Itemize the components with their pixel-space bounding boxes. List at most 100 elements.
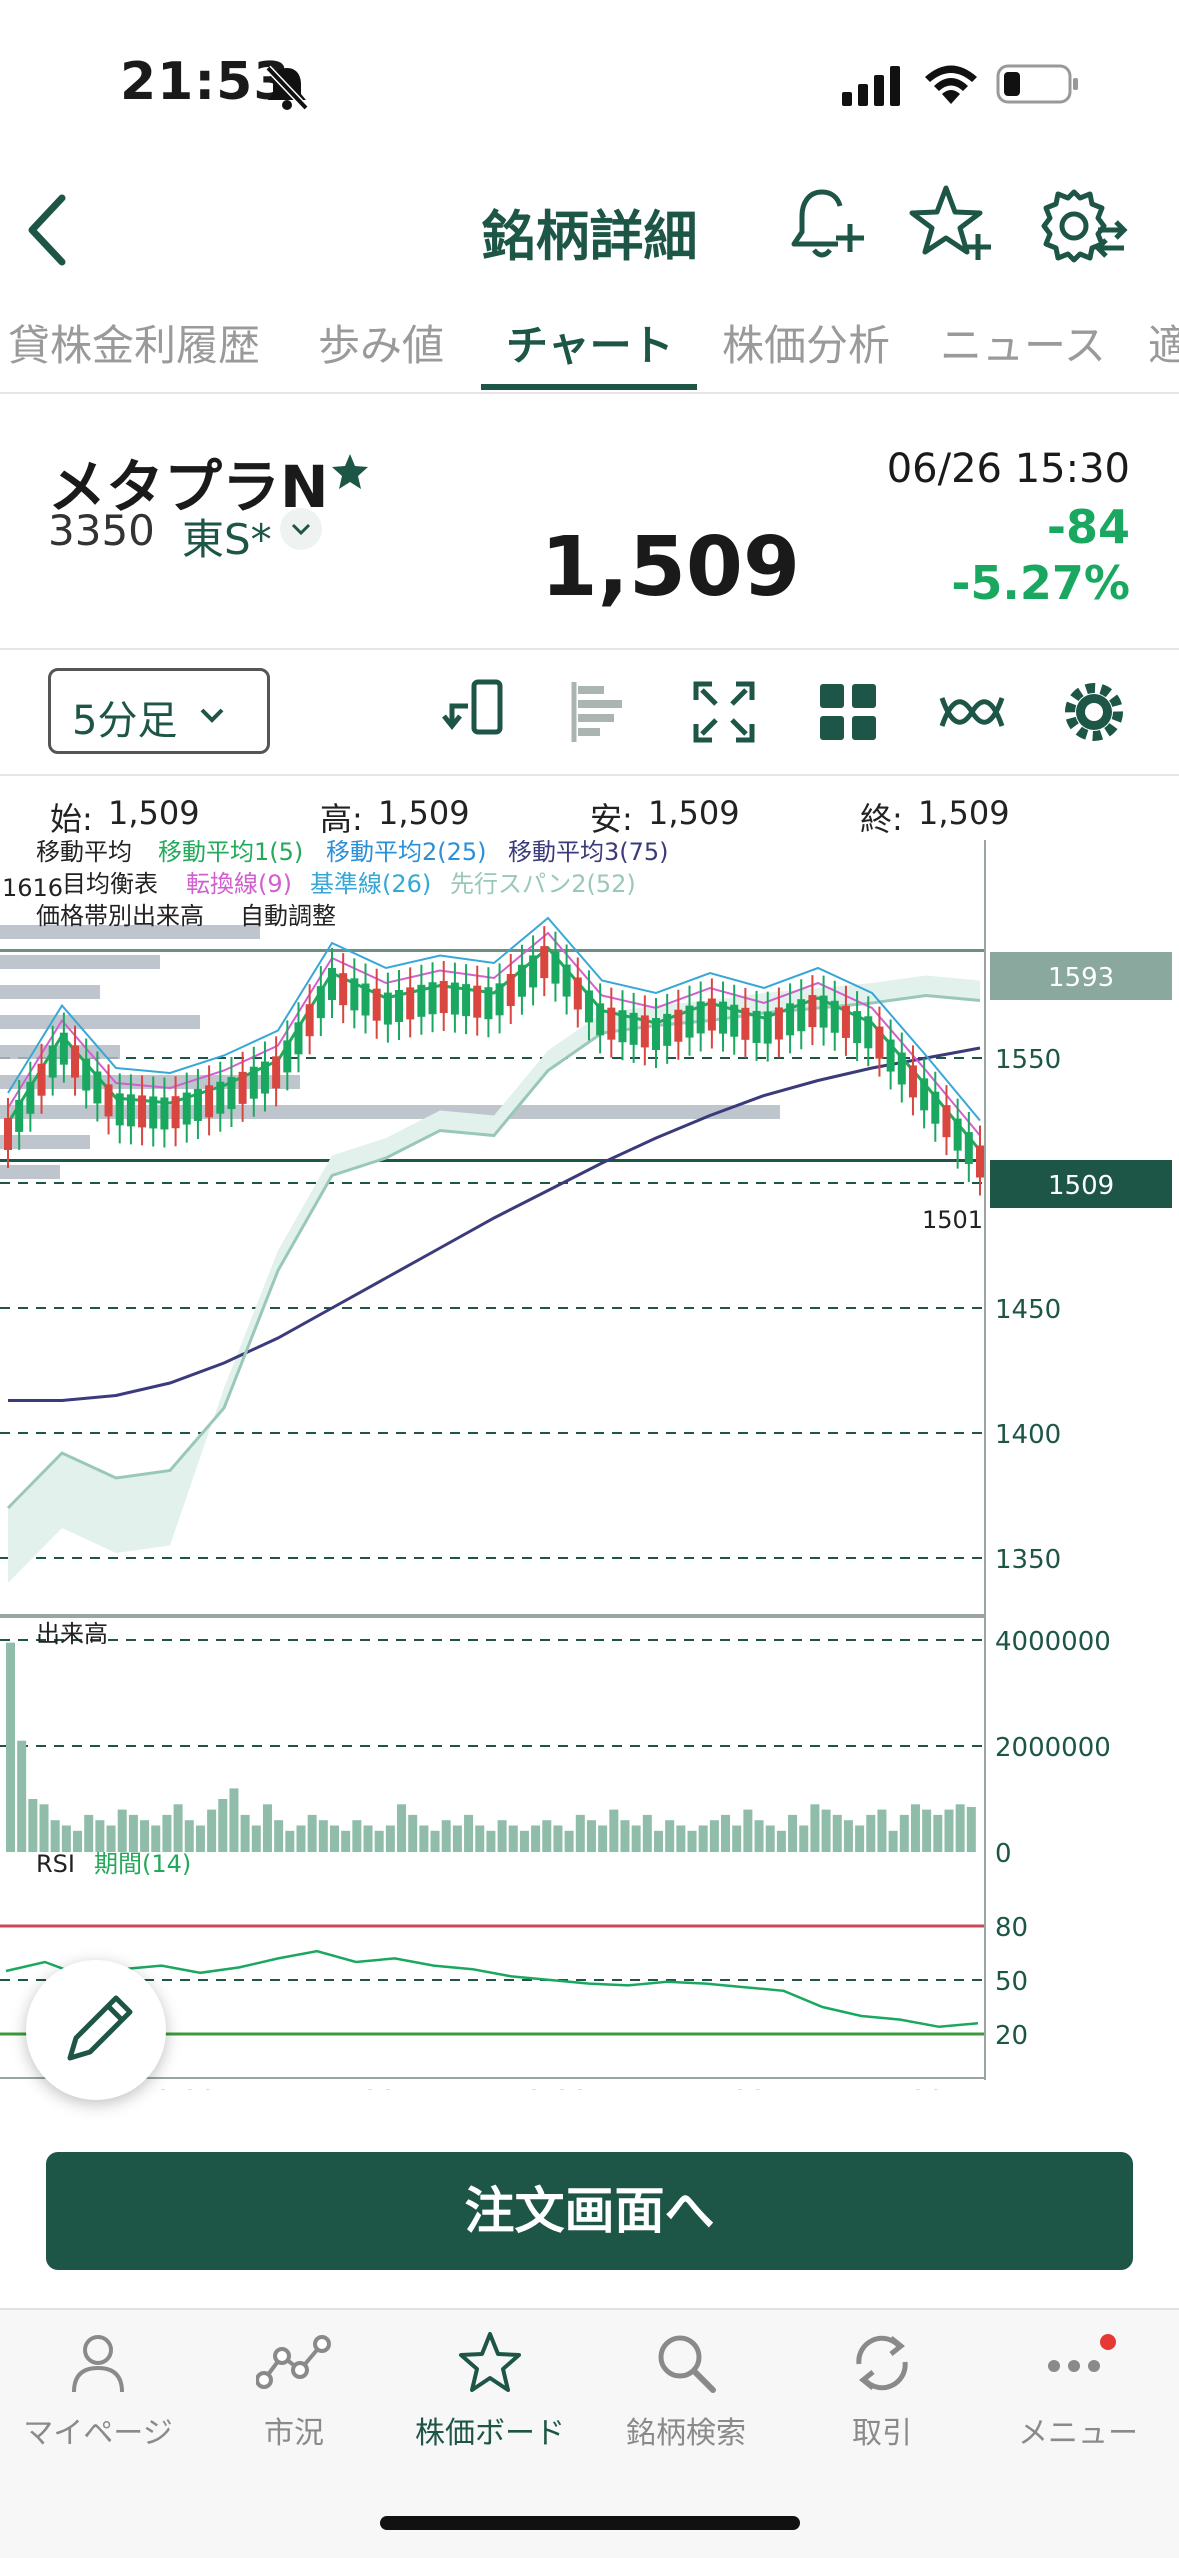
volume-bar [430,1830,440,1852]
stock-datetime: 06/26 15:30 [886,446,1130,492]
volume-bar [486,1830,496,1852]
nav-stock-board-label: 株価ボード [415,2416,565,2451]
stock-market[interactable]: 東S* [182,515,272,564]
stock-change-percent: -5.27% [951,556,1130,610]
legend-volume-profile: 価格帯別出来高 [36,902,204,930]
volume-bar [39,1804,49,1852]
volume-bar [519,1830,529,1852]
rsi-line [5,1949,979,2029]
page-title: 銘柄詳細 [481,205,698,268]
volume-bar [441,1820,451,1852]
volume-bar [586,1820,596,1852]
candle-body [462,984,471,1017]
low-marker: 1501 [922,1206,983,1234]
interval-label: 5分足 [72,698,178,744]
notification-dot [1100,2334,1116,2350]
volume-bar [575,1814,585,1852]
candle-body [685,1005,694,1038]
volume-bar [497,1820,507,1852]
nav-market[interactable]: 市況 [196,2330,392,2452]
volume-bar [229,1788,239,1852]
favorite-star-icon[interactable] [330,452,370,492]
volume-bar [218,1799,228,1852]
tenkan-line [7,931,981,1137]
candle-body [328,968,336,1000]
tab-chart[interactable]: チャート [506,321,674,370]
star-add-icon[interactable] [902,178,998,274]
toolbar-divider [0,774,1179,776]
candle-body [283,1040,292,1073]
volume-profile-icon[interactable] [564,676,636,748]
candle-body [774,1007,783,1040]
indicator-icon[interactable] [936,676,1008,748]
interval-select[interactable] [48,668,270,754]
chevron-down-icon[interactable] [280,508,322,550]
volume-bar [307,1814,317,1852]
prev-close-tag [990,952,1172,1000]
candle-body [350,978,359,1011]
x-tick-label: 13:00 [508,2084,589,2090]
candle-body [931,1091,940,1124]
settings-swap-icon[interactable] [1034,178,1130,274]
candle-body [473,985,482,1018]
volume-profile-bar [0,955,160,969]
volume-bar [374,1830,384,1852]
tab-lending-rate-history[interactable]: 貸株金利履歴 [8,321,261,370]
tab-time-and-sales[interactable]: 歩み値 [318,321,445,370]
candle-body [48,1045,57,1078]
grid-layout-icon[interactable] [812,676,884,748]
indicator-lines [6,916,982,1510]
volume-bar [888,1830,898,1852]
candle-body [260,1061,269,1094]
market-trend-icon [255,2335,331,2389]
ma1-line [6,945,982,1152]
nav-mypage[interactable]: マイページ [0,2330,196,2452]
ichimoku-cloud [8,975,980,1583]
fullscreen-icon[interactable] [688,676,760,748]
volume-bar [944,1809,954,1852]
nav-trade[interactable]: 取引 [784,2330,980,2452]
nav-stock-board[interactable]: 株価ボード [392,2330,588,2452]
volume-bar [922,1809,932,1852]
legend-ma3: 移動平均3(75) [508,840,669,866]
rotate-phone-icon[interactable] [440,676,512,748]
volume-bar [330,1825,339,1852]
volume-bar [698,1825,708,1852]
candle-body [26,1081,35,1114]
nav-market-label: 市況 [264,2416,324,2451]
candle-body [741,1007,750,1040]
volume-bar [721,1814,731,1852]
rsi-line [5,1949,979,2029]
volume-bar [933,1814,943,1852]
candle-body [506,974,515,1007]
volume-bar [855,1825,865,1852]
candle-body [841,1005,850,1038]
order-screen-button[interactable]: 注文画面へ [46,2152,1133,2270]
legend-kijun: 基準線(26) [310,870,431,898]
back-icon[interactable] [20,190,80,270]
tab-more[interactable]: 適 [1148,321,1179,370]
bell-add-icon[interactable] [778,178,874,274]
candle-body [383,992,392,1025]
tab-stock-analysis[interactable]: 株価分析 [722,321,891,370]
candle-body [361,983,370,1016]
candle-body [517,964,526,997]
volume-bar [106,1825,116,1852]
candle-body [529,955,538,988]
gear-icon[interactable] [1058,676,1130,748]
volume-bar [765,1825,775,1852]
volume-profile-bar [0,1135,90,1149]
nav-search[interactable]: 銘柄検索 [588,2330,784,2452]
volume-bar [743,1809,753,1852]
candle-body [808,995,817,1028]
candle-body [428,982,437,1015]
candle-body [629,1012,638,1045]
price-tick-label: 1550 [995,1045,1061,1075]
draw-button[interactable] [26,1960,166,2100]
tab-news[interactable]: ニュース [940,321,1106,370]
price-chart[interactable]: 1350140014501500155002000000400000020508… [0,840,1179,2090]
candle-body [294,1022,303,1055]
nav-menu[interactable]: メニュー [980,2330,1176,2452]
volume-bar [620,1820,630,1852]
candle-body [640,1015,649,1048]
